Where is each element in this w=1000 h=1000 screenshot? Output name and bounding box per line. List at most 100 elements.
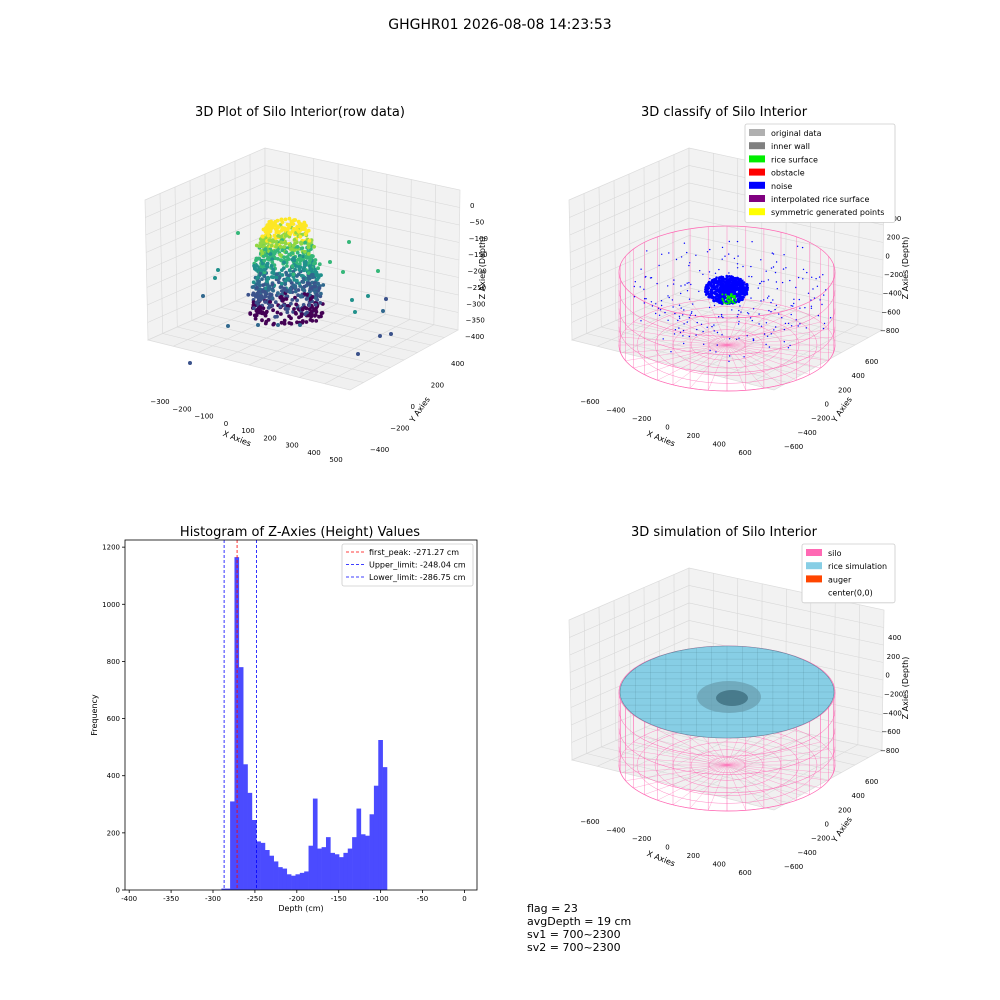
noise-point	[725, 278, 728, 282]
noise-point	[682, 314, 684, 316]
noise-point	[752, 338, 754, 340]
noise-point	[657, 307, 660, 309]
histogram-bar	[225, 888, 231, 890]
data-point	[294, 302, 299, 307]
x-tick-label: 300	[285, 442, 298, 450]
rice-surface-point	[728, 299, 731, 302]
grid-line	[234, 160, 237, 302]
grid-line	[857, 604, 860, 745]
histogram-bar	[356, 808, 362, 890]
data-point	[284, 250, 289, 255]
grid-line	[570, 200, 884, 253]
data-point	[283, 241, 288, 246]
noise-point	[678, 315, 681, 318]
histogram-bar	[286, 874, 292, 890]
noise-point	[680, 256, 683, 258]
data-point	[248, 311, 253, 316]
silo-wireframe-floor-spoke	[726, 764, 821, 789]
rice-surface-point	[722, 299, 725, 302]
histogram-bar	[256, 841, 261, 890]
y-tick-label: 400	[107, 772, 120, 780]
status-footer: flag = 23 avgDepth = 19 cm sv1 = 700~230…	[520, 889, 637, 954]
legend-label: noise	[771, 182, 792, 191]
y-tick-label: 600	[107, 715, 120, 723]
silo-wireframe-floor-spoke	[726, 764, 765, 809]
grid-line	[145, 165, 460, 218]
grid-line	[385, 174, 388, 315]
y-axis-label: Y Axies	[829, 815, 854, 845]
noise-point	[753, 339, 755, 341]
data-point	[287, 243, 292, 248]
noise-point	[823, 322, 826, 325]
data-point	[264, 225, 269, 230]
noise-point	[712, 299, 716, 303]
noise-point	[696, 328, 698, 331]
z-tick-label: −250	[467, 284, 486, 292]
noise-point	[766, 297, 769, 299]
noise-point	[656, 282, 658, 285]
legend: original data inner wall rice surface obsta…	[744, 123, 896, 223]
y-tick-label: 200	[431, 382, 444, 390]
legend-label: interpolated rice surface	[771, 195, 869, 204]
grid-line	[748, 324, 859, 385]
data-point	[280, 268, 284, 272]
data-point	[316, 273, 321, 278]
grid-line	[324, 324, 435, 385]
data-point	[271, 308, 275, 313]
noise-point	[668, 252, 670, 254]
silo-wireframe-floor-spoke	[726, 756, 834, 766]
noise-point	[818, 276, 821, 278]
x-tick-label: 100	[241, 427, 254, 435]
silo-wireframe-floor-spoke	[672, 764, 728, 805]
grid-line	[409, 179, 412, 320]
data-point	[310, 318, 315, 323]
noise-point	[706, 290, 710, 294]
data-point	[302, 260, 307, 265]
silo-wireframe-floor-spoke	[625, 749, 728, 766]
noise-point	[658, 314, 661, 316]
noise-point	[731, 275, 734, 279]
y-tick-label: −400	[798, 849, 817, 857]
silo-wireframe-floor-spoke	[625, 344, 728, 361]
data-point	[293, 310, 298, 315]
noise-point	[702, 273, 704, 276]
legend-swatch	[806, 562, 822, 570]
y-axis-label: Frequency	[90, 694, 99, 736]
data-point	[263, 300, 267, 304]
rice-surface-point	[721, 297, 724, 300]
grid-line	[570, 637, 884, 691]
data-point	[295, 227, 299, 232]
noise-point	[708, 282, 711, 286]
noise-point	[744, 283, 748, 286]
silo-wireframe-bottom-rim	[618, 764, 836, 812]
noise-point	[810, 307, 813, 309]
data-point	[319, 314, 323, 319]
noise-point	[776, 288, 778, 290]
noise-point	[633, 296, 636, 298]
noise-point	[721, 275, 724, 279]
z-tick-label: −350	[466, 317, 485, 325]
noise-point	[720, 288, 723, 292]
noise-point	[739, 305, 741, 307]
z-tick-label: −200	[884, 691, 903, 699]
legend-label: Lower_limit: -286.75 cm	[369, 573, 466, 582]
noise-point	[760, 259, 762, 261]
y-tick-label: −200	[811, 835, 830, 843]
y-tick-label: 1000	[102, 601, 120, 609]
noise-point	[767, 279, 770, 281]
noise-point	[710, 289, 714, 292]
data-point	[341, 270, 345, 274]
panel-title: 3D classify of Silo Interior	[641, 105, 808, 120]
data-point	[279, 284, 284, 289]
noise-point	[721, 246, 724, 249]
data-point	[301, 280, 306, 284]
noise-point	[680, 292, 682, 295]
noise-point	[736, 316, 738, 318]
y-tick-label: 0	[825, 401, 829, 409]
data-point	[293, 289, 298, 294]
noise-point	[699, 270, 701, 272]
y-tick-label: 600	[865, 778, 878, 786]
silo-wireframe-floor-spoke	[726, 321, 821, 346]
data-point	[264, 309, 269, 314]
data-point	[271, 275, 276, 280]
